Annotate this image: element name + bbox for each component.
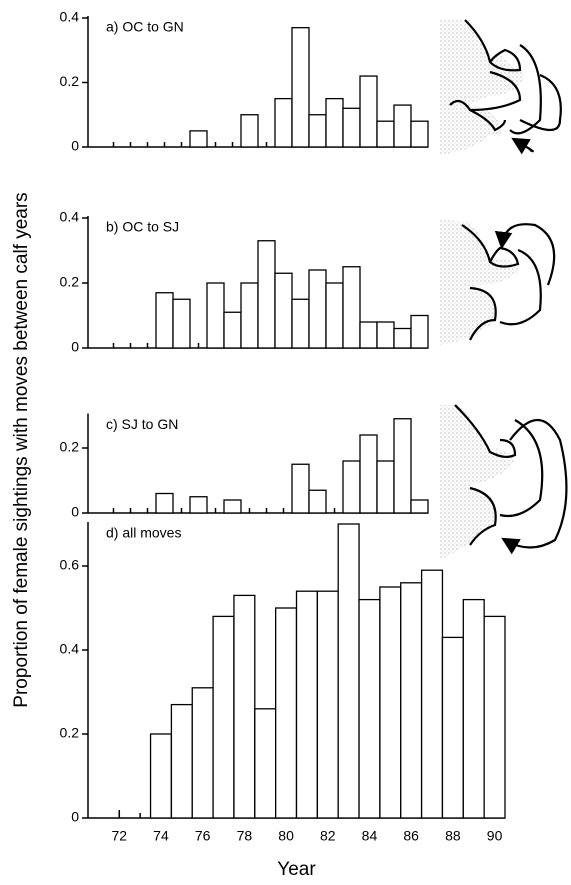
y-tick-label: 0.2 bbox=[60, 73, 80, 89]
bar bbox=[295, 590, 319, 819]
bar bbox=[376, 460, 395, 514]
bar bbox=[393, 327, 412, 349]
bar bbox=[291, 463, 310, 514]
x-tick-label: 74 bbox=[153, 828, 169, 844]
y-tick-label: 0 bbox=[71, 339, 79, 355]
y-tick-label: 0.2 bbox=[60, 274, 80, 290]
bar bbox=[359, 434, 378, 514]
bar bbox=[376, 321, 395, 349]
x-tick-label: 78 bbox=[237, 828, 253, 844]
bar bbox=[410, 314, 429, 349]
bar bbox=[223, 499, 242, 514]
bar bbox=[291, 27, 310, 148]
map-b bbox=[440, 220, 556, 345]
bar bbox=[462, 598, 485, 819]
panel-title: d) all moves bbox=[106, 525, 181, 541]
y-tick-label: 0 bbox=[71, 504, 79, 520]
bar bbox=[342, 460, 361, 514]
bar bbox=[189, 130, 208, 148]
bar bbox=[358, 598, 381, 819]
bar bbox=[325, 282, 344, 349]
panel-title: b) OC to SJ bbox=[106, 219, 179, 235]
y-tick-label: 0.2 bbox=[60, 439, 80, 455]
bar bbox=[155, 292, 174, 349]
bar bbox=[223, 311, 242, 349]
bar bbox=[420, 569, 444, 819]
bar bbox=[291, 298, 310, 349]
bar bbox=[274, 272, 293, 349]
x-tick-label: 80 bbox=[278, 828, 294, 844]
y-tick-label: 0.4 bbox=[60, 641, 80, 657]
bar bbox=[359, 75, 378, 148]
bar bbox=[393, 104, 412, 148]
y-tick-label: 0.2 bbox=[60, 725, 80, 741]
x-tick-label: 86 bbox=[403, 828, 419, 844]
x-tick-label: 82 bbox=[320, 828, 336, 844]
bar bbox=[240, 282, 259, 349]
bar bbox=[155, 492, 174, 514]
y-tick-label: 0.4 bbox=[60, 209, 80, 225]
bar bbox=[441, 636, 464, 819]
bar bbox=[189, 496, 208, 514]
bar bbox=[379, 586, 402, 819]
bar bbox=[212, 615, 235, 819]
bar bbox=[172, 298, 191, 349]
bar bbox=[274, 607, 298, 819]
x-tick-label: 84 bbox=[362, 828, 378, 844]
bar bbox=[191, 687, 214, 819]
y-tick-label: 0.6 bbox=[60, 557, 80, 573]
bar bbox=[316, 590, 339, 819]
bar bbox=[170, 703, 193, 819]
bar bbox=[393, 418, 412, 514]
bar bbox=[308, 114, 327, 148]
bar bbox=[233, 594, 256, 819]
bar bbox=[257, 240, 276, 349]
bar bbox=[376, 120, 395, 148]
panel-title: a) OC to GN bbox=[106, 19, 184, 35]
bar bbox=[483, 615, 506, 819]
y-axis-title: Proportion of female sightings with move… bbox=[11, 192, 32, 707]
map-c bbox=[440, 404, 568, 560]
bar bbox=[254, 708, 277, 819]
bar bbox=[308, 269, 327, 349]
bar bbox=[337, 523, 360, 819]
map-a bbox=[440, 19, 562, 155]
bar bbox=[149, 733, 173, 819]
x-tick-label: 76 bbox=[195, 828, 211, 844]
bar bbox=[325, 97, 344, 148]
x-tick-label: 72 bbox=[111, 828, 127, 844]
bar bbox=[359, 321, 378, 349]
x-axis-title: Year bbox=[277, 859, 316, 880]
y-tick-label: 0.4 bbox=[60, 9, 80, 25]
bar bbox=[410, 120, 429, 148]
y-tick-label: 0 bbox=[71, 809, 79, 825]
y-tick-label: 0 bbox=[71, 138, 79, 154]
bar bbox=[274, 97, 293, 148]
bar bbox=[410, 499, 429, 514]
bar bbox=[206, 282, 225, 349]
x-tick-label: 88 bbox=[445, 828, 461, 844]
bar bbox=[308, 489, 327, 514]
bar bbox=[400, 582, 423, 819]
x-tick-label: 90 bbox=[487, 828, 503, 844]
panel-title: c) SJ to GN bbox=[106, 416, 178, 432]
bar bbox=[240, 114, 259, 148]
bar bbox=[342, 107, 361, 148]
bar bbox=[342, 266, 361, 349]
